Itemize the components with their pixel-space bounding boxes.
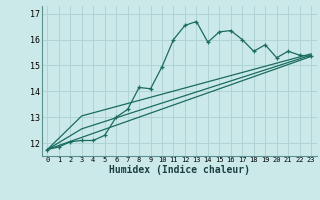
X-axis label: Humidex (Indice chaleur): Humidex (Indice chaleur) xyxy=(109,165,250,175)
